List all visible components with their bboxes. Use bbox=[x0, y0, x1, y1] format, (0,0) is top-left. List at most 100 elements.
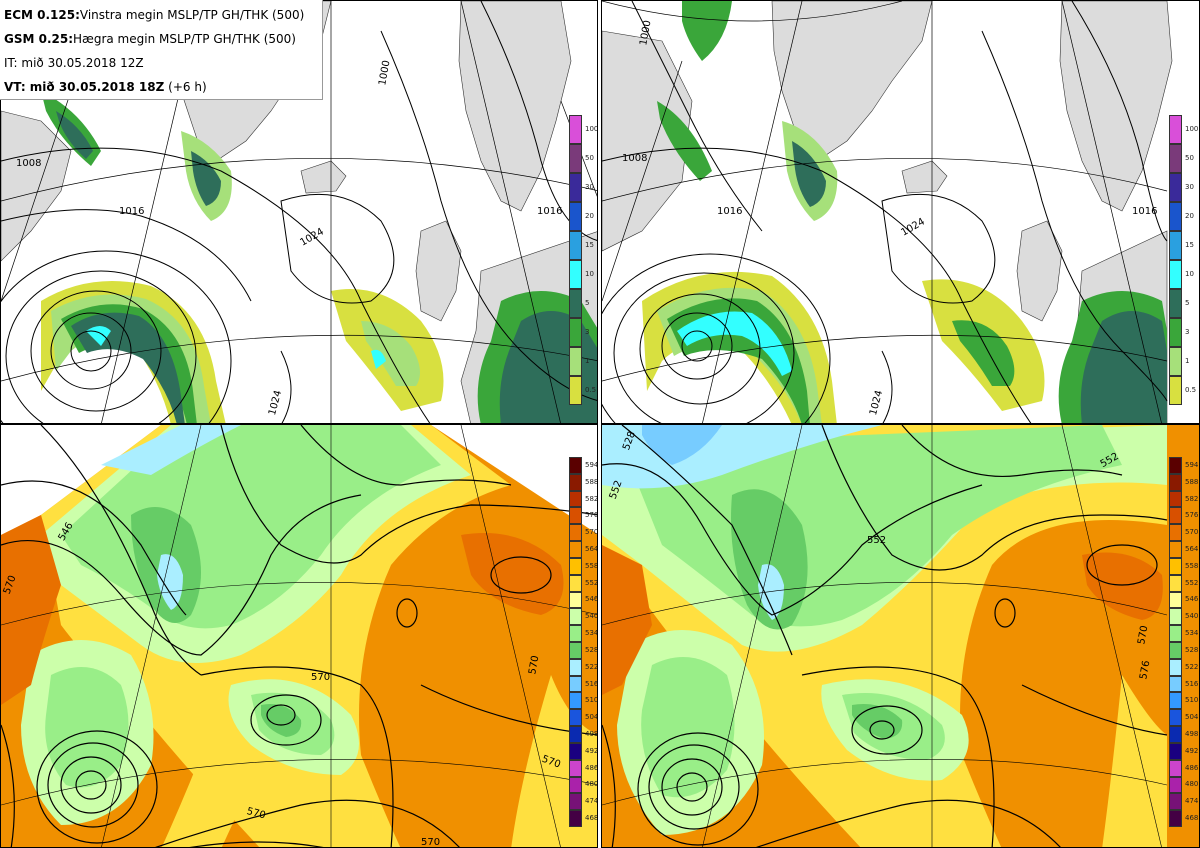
thickness-colorbar: 594 588 582 576 570 564 558 552 546 540 534 528 522 5… bbox=[1169, 457, 1199, 827]
thk-yellow-2 bbox=[161, 755, 261, 847]
colorbar-swatch bbox=[1169, 289, 1182, 318]
thk-blue bbox=[157, 554, 183, 610]
colorbar-label: 588 bbox=[1185, 477, 1199, 486]
colorbar-swatch bbox=[569, 231, 582, 260]
colorbar-label: 504 bbox=[1185, 713, 1199, 722]
colorbar-swatch bbox=[569, 473, 582, 491]
thk-darkorange-e bbox=[1082, 552, 1163, 620]
colorbar-label: 10 bbox=[585, 270, 594, 278]
colorbar-swatch bbox=[569, 318, 582, 347]
land-iceland bbox=[300, 160, 347, 194]
colorbar-label: 594 bbox=[585, 460, 598, 469]
colorbar-swatch bbox=[1169, 260, 1182, 289]
colorbar-swatch bbox=[1169, 524, 1182, 542]
colorbar-swatch bbox=[1169, 608, 1182, 626]
colorbar-swatch bbox=[569, 709, 582, 727]
thk-yellow-2 bbox=[1102, 675, 1167, 847]
colorbar-label: 570 bbox=[1185, 528, 1199, 537]
colorbar-label: 3 bbox=[585, 328, 590, 336]
svg-text:1024: 1024 bbox=[899, 216, 927, 238]
thk-darkorange-w bbox=[602, 545, 652, 695]
colorbar-label: 20 bbox=[1185, 212, 1194, 220]
colorbar-swatch bbox=[1169, 574, 1182, 592]
colorbar-swatch bbox=[1169, 658, 1182, 676]
precip-greenland-dark bbox=[792, 141, 826, 207]
colorbar-label: 498 bbox=[585, 730, 598, 738]
colorbar-label: 576 bbox=[585, 511, 598, 520]
svg-text:552: 552 bbox=[867, 535, 886, 546]
colorbar-swatch bbox=[569, 642, 582, 659]
colorbar-swatch bbox=[569, 173, 582, 202]
svg-text:1016: 1016 bbox=[119, 206, 144, 217]
colorbar-label: 20 bbox=[585, 212, 594, 220]
colorbar-swatch bbox=[569, 591, 582, 609]
colorbar-swatch bbox=[569, 557, 582, 575]
colorbar-label: 552 bbox=[1185, 578, 1199, 587]
colorbar-swatch bbox=[1169, 776, 1182, 794]
colorbar-label: 534 bbox=[1185, 629, 1199, 638]
colorbar-swatch bbox=[1169, 557, 1182, 575]
land-scandinavia bbox=[1059, 1, 1173, 212]
colorbar-swatch bbox=[1169, 507, 1182, 525]
colorbar-label: 552 bbox=[585, 578, 598, 587]
land-britain bbox=[415, 220, 462, 322]
colorbar-swatch bbox=[569, 574, 582, 592]
colorbar-label: 480 bbox=[1185, 780, 1199, 789]
colorbar-swatch bbox=[1169, 625, 1182, 642]
colorbar-swatch bbox=[569, 144, 582, 173]
colorbar-label: 582 bbox=[1185, 494, 1199, 503]
colorbar-label: 3 bbox=[1185, 328, 1190, 336]
colorbar-swatch bbox=[1169, 490, 1182, 508]
precip-nw-dark bbox=[56, 111, 93, 159]
colorbar-swatch bbox=[1169, 376, 1182, 405]
colorbar-swatch bbox=[569, 742, 582, 760]
graticule bbox=[602, 425, 1168, 847]
thk-blue-top-dark bbox=[642, 425, 722, 465]
colorbar-label: 510 bbox=[585, 696, 598, 705]
colorbar-swatch bbox=[1169, 759, 1182, 777]
colorbar-label: 15 bbox=[585, 241, 594, 249]
colorbar-swatch bbox=[1169, 173, 1182, 202]
precip-colorbar: 100 50 30 20 15 10 5 3 1 0.5 bbox=[569, 115, 597, 405]
colorbar-label: 474 bbox=[585, 797, 598, 806]
colorbar-swatch bbox=[569, 289, 582, 318]
colorbar-swatch bbox=[569, 726, 582, 743]
precip-colorbar: 100 50 30 20 15 10 5 3 1 0.5 bbox=[1169, 115, 1199, 405]
svg-text:1016: 1016 bbox=[537, 206, 562, 217]
colorbar-swatch bbox=[1169, 473, 1182, 491]
colorbar-label: 558 bbox=[585, 561, 598, 570]
colorbar-swatch bbox=[1169, 202, 1182, 231]
colorbar-swatch bbox=[1169, 642, 1182, 659]
colorbar-label: 564 bbox=[585, 545, 598, 553]
colorbar-label: 480 bbox=[585, 780, 598, 789]
gh-contours bbox=[602, 425, 1168, 847]
colorbar-label: 594 bbox=[1185, 460, 1199, 469]
colorbar-label: 534 bbox=[585, 629, 598, 638]
colorbar-swatch bbox=[569, 347, 582, 376]
colorbar-swatch bbox=[569, 490, 582, 508]
precip-nw bbox=[657, 101, 712, 181]
svg-text:1000: 1000 bbox=[638, 19, 653, 46]
colorbar-swatch bbox=[1169, 541, 1182, 558]
thk-green-low bbox=[641, 657, 735, 798]
colorbar-label: 564 bbox=[1185, 545, 1199, 553]
svg-text:1000: 1000 bbox=[377, 59, 392, 86]
colorbar-swatch bbox=[569, 115, 582, 144]
colorbar-label: 30 bbox=[1185, 183, 1194, 191]
colorbar-swatch bbox=[569, 202, 582, 231]
colorbar-swatch bbox=[1169, 709, 1182, 727]
svg-text:1016: 1016 bbox=[1132, 206, 1157, 217]
precip-central-green bbox=[952, 320, 1015, 386]
precip-europe-dark bbox=[1080, 311, 1167, 423]
colorbar-label: 516 bbox=[1185, 679, 1199, 688]
svg-text:570: 570 bbox=[421, 837, 440, 848]
thk-darkorange-e bbox=[461, 533, 564, 615]
colorbar-swatch bbox=[569, 507, 582, 525]
colorbar-swatch bbox=[569, 759, 582, 777]
precip-band-cyan bbox=[677, 311, 792, 376]
thk-darkgreen-2 bbox=[261, 704, 302, 737]
colorbar-label: 0.5 bbox=[1185, 386, 1197, 394]
svg-text:570: 570 bbox=[311, 672, 330, 683]
precip-north bbox=[682, 1, 732, 61]
colorbar-swatch bbox=[1169, 726, 1182, 743]
